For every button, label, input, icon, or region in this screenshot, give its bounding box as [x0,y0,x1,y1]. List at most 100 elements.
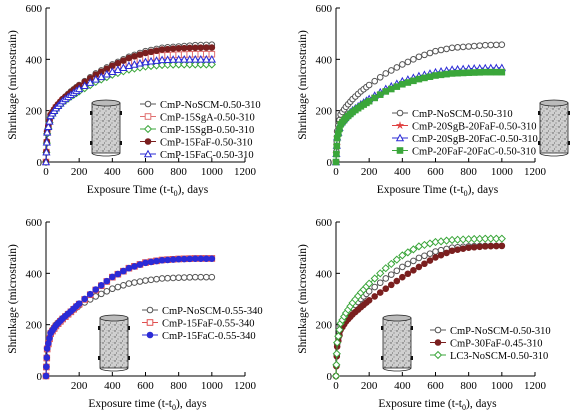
data-point [42,372,50,380]
y-tick-label: 200 [26,320,43,332]
data-point [197,255,205,263]
legend-entry: CmP-20SgB-20FaC-0.50-310 [392,133,538,145]
data-point [393,64,401,71]
legend-entry: CmP-NoSCM-0.50-310 [140,100,261,111]
data-point [481,243,489,250]
data-point [487,68,495,76]
legend-label: CmP-15SgB-0.50-310 [160,125,254,136]
data-point [86,290,94,298]
data-point [175,274,182,281]
data-point [41,157,51,166]
data-point [196,60,205,69]
data-point [102,69,111,78]
legend-label: CmP-20SgB-20FaF-0.50-310 [412,121,537,132]
chart-panel-1: 0 200 400 600 0 200 400 600 800 1000 1200 Exposure … [7,3,261,198]
x-tick-label: 1000 [491,380,514,392]
data-point [498,41,506,49]
data-point [432,248,439,255]
data-point [332,360,341,369]
legend-label: CmP-15FaF-0.55-340 [162,318,254,329]
data-point [454,246,461,254]
data-point [147,48,155,56]
data-point [125,264,133,272]
data-point [103,288,111,295]
data-point [175,44,182,52]
x-tick-label: 1200 [234,166,257,178]
data-point [114,283,122,291]
data-point [493,41,500,49]
legend-label: CmP-NoSCM-0.50-310 [412,109,513,120]
data-point [426,257,434,264]
data-point [393,277,401,285]
data-point [174,54,183,63]
x-tick-label: 1200 [234,380,257,392]
data-point [163,55,172,63]
data-point [191,273,199,281]
specimen-cylinder-icon [90,99,122,157]
legend-label: CmP-NoSCM-0.50-310 [160,100,261,111]
data-point [376,91,384,98]
specimen-cylinder-icon [98,314,130,372]
x-tick-label: 200 [361,380,378,392]
legend-entry: CmP-15SgA-0.50-310 [140,112,255,123]
data-point [426,49,434,57]
data-point [130,60,139,68]
data-point [476,42,484,49]
data-point [131,263,138,270]
legend-marker [144,113,152,120]
data-point [448,247,456,255]
y-tick-label: 400 [316,54,333,66]
data-point [142,277,149,284]
x-axis-label: Exposure time (t-t0), days [88,398,207,412]
data-point [399,80,406,88]
data-point [203,255,210,263]
x-tick-label: 400 [394,166,411,178]
data-point [75,300,83,307]
data-point [453,235,462,244]
data-point [157,60,167,70]
data-point [459,69,467,77]
chart-panel-2: 0 200 400 600 0 200 400 600 800 1000 1200 Exposure … [297,3,570,198]
data-point [498,68,506,76]
data-point [124,61,134,70]
y-tick-label: 400 [26,268,43,280]
data-point [393,267,401,275]
data-point [152,56,161,64]
data-point [415,263,423,271]
legend-label: CmP-15FaF-0.50-310 [160,137,252,148]
data-point [382,275,390,282]
legend-marker [395,133,405,142]
legend-label: LC3-NoSCM-0.50-310 [450,351,548,362]
legend-marker [146,331,154,339]
data-point [448,44,456,52]
data-point [410,267,417,274]
data-point [481,68,489,76]
legend-entry: CmP-15FaF-0.50-310 [140,137,252,148]
data-point [208,273,216,281]
data-point [103,277,111,285]
legend-entry: CmP-15FaC-0.50-310 [140,149,254,161]
data-point [426,73,434,81]
data-point [131,279,138,286]
data-point [421,252,428,260]
data-point [202,54,211,63]
data-point [437,251,445,259]
data-point [410,257,417,265]
data-point [153,257,160,265]
data-point [399,273,406,281]
data-point [481,41,489,49]
data-point [403,248,412,257]
y-tick-label: 0 [37,371,43,383]
data-point [135,58,145,67]
legend-marker [396,147,404,154]
y-tick-label: 600 [26,217,43,229]
data-point [157,55,167,64]
legend-marker [433,350,443,360]
data-point [426,250,434,257]
data-point [459,245,467,252]
data-point [476,69,484,76]
data-point [186,255,194,263]
data-point [186,44,194,52]
data-point [45,116,54,125]
y-tick-label: 0 [327,371,333,383]
